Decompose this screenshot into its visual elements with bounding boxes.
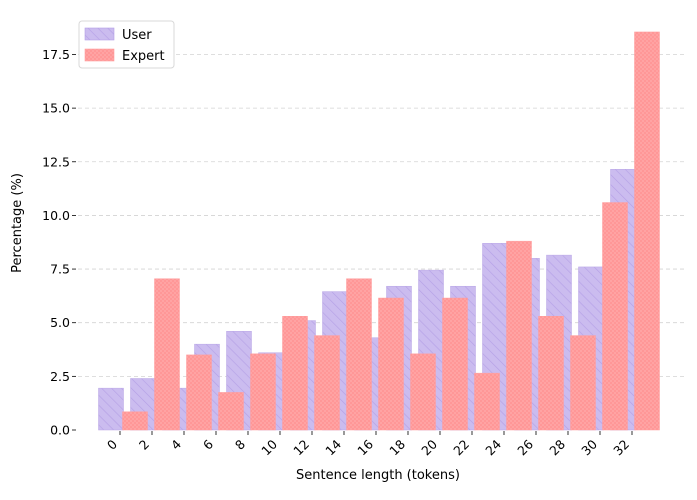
x-tick-label: 32 <box>610 437 632 459</box>
bar-expert-14 <box>346 278 372 431</box>
y-tick-label: 12.5 <box>42 154 70 169</box>
x-tick-label: 2 <box>136 437 152 453</box>
y-tick-label: 7.5 <box>50 262 70 277</box>
bar-expert-6 <box>218 392 244 431</box>
y-axis-label: Percentage (%) <box>10 173 25 273</box>
bar-expert-20 <box>442 297 468 431</box>
y-tick-label: 2.5 <box>50 369 70 384</box>
y-axis-ticks: 0.0 2.5 5.0 7.5 10.0 12.5 15.0 17.5 <box>42 47 76 438</box>
bar-expert-26 <box>538 316 564 431</box>
x-tick-label: 16 <box>354 436 376 458</box>
bar-expert-22 <box>474 372 500 431</box>
x-tick-label: 30 <box>578 436 600 458</box>
legend-swatch-expert <box>84 48 115 62</box>
x-tick-label: 28 <box>546 436 568 458</box>
bar-expert-0 <box>122 411 148 431</box>
bar-expert-18 <box>410 353 436 431</box>
bar-expert-2 <box>154 278 180 431</box>
x-tick-label: 0 <box>104 436 120 452</box>
legend-label-user: User <box>122 28 152 43</box>
y-tick-label: 17.5 <box>42 47 70 62</box>
x-tick-label: 6 <box>200 436 216 452</box>
x-tick-label: 26 <box>514 436 536 458</box>
legend: User Expert <box>78 20 175 69</box>
legend-label-expert: Expert <box>122 49 165 64</box>
x-tick-label: 10 <box>258 436 280 458</box>
bar-expert-30 <box>602 202 628 431</box>
x-tick-label: 8 <box>232 436 248 452</box>
y-tick-label: 10.0 <box>42 208 70 223</box>
bar-expert-4 <box>186 354 212 431</box>
x-tick-label: 18 <box>386 436 408 458</box>
bar-user-0 <box>98 387 124 431</box>
x-tick-label: 22 <box>450 437 472 459</box>
bar-expert-8 <box>250 353 276 431</box>
x-axis-label: Sentence length (tokens) <box>296 468 460 483</box>
bar-expert-10 <box>282 316 308 431</box>
x-tick-label: 12 <box>290 437 312 459</box>
y-tick-label: 0.0 <box>50 423 70 438</box>
bar-expert-24 <box>506 240 532 431</box>
bar-expert-32 <box>634 31 660 431</box>
x-axis-ticks: 0 2 4 6 8 10 12 14 16 18 20 22 24 26 28 30 32 <box>104 431 633 459</box>
x-tick-label: 4 <box>168 436 184 452</box>
bar-expert-16 <box>378 297 404 431</box>
expert-bars <box>122 31 660 431</box>
bar-expert-12 <box>314 335 340 431</box>
bar-expert-28 <box>570 335 596 431</box>
y-tick-label: 15.0 <box>42 101 70 116</box>
x-tick-label: 14 <box>322 436 344 458</box>
x-tick-label: 24 <box>482 436 504 458</box>
x-tick-label: 20 <box>418 436 440 458</box>
legend-swatch-user <box>84 27 115 41</box>
y-tick-label: 5.0 <box>50 315 70 330</box>
